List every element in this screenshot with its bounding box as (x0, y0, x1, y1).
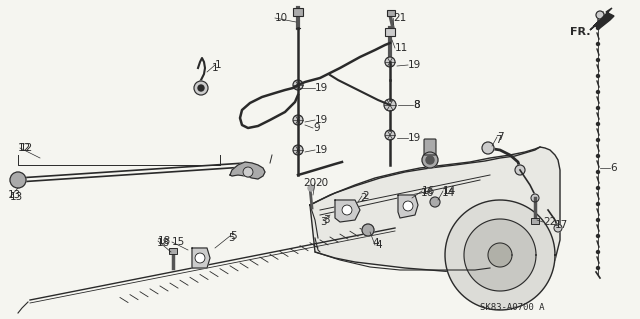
Text: 8: 8 (413, 100, 420, 110)
Text: 4: 4 (372, 238, 379, 248)
Circle shape (531, 194, 539, 202)
Text: 7: 7 (495, 135, 502, 145)
Text: 1: 1 (215, 60, 221, 70)
Circle shape (195, 253, 205, 263)
Text: FR.: FR. (570, 27, 591, 37)
Circle shape (293, 80, 303, 90)
Circle shape (422, 152, 438, 168)
Text: 9: 9 (313, 123, 319, 133)
Text: 3: 3 (320, 217, 326, 227)
FancyBboxPatch shape (424, 139, 436, 155)
Polygon shape (445, 200, 555, 310)
Circle shape (243, 167, 253, 177)
Circle shape (596, 122, 600, 125)
Text: 19: 19 (408, 133, 421, 143)
Text: SK83-A0700 A: SK83-A0700 A (480, 303, 545, 313)
Text: 20: 20 (303, 178, 317, 188)
Circle shape (430, 197, 440, 207)
FancyBboxPatch shape (387, 10, 395, 16)
Polygon shape (310, 147, 560, 280)
Text: 12: 12 (20, 143, 33, 153)
Text: 4: 4 (375, 240, 381, 250)
Text: 21: 21 (393, 13, 406, 23)
Text: 2: 2 (362, 191, 369, 201)
Polygon shape (464, 219, 536, 291)
Polygon shape (590, 8, 614, 30)
Circle shape (482, 142, 494, 154)
Circle shape (596, 11, 604, 19)
Circle shape (384, 99, 396, 111)
Text: 1: 1 (212, 63, 219, 73)
Polygon shape (230, 162, 265, 179)
Text: 13: 13 (8, 190, 21, 200)
Text: 11: 11 (395, 43, 408, 53)
Circle shape (596, 170, 600, 174)
Text: 18: 18 (157, 238, 170, 248)
FancyBboxPatch shape (293, 8, 303, 16)
Text: 19: 19 (315, 83, 328, 93)
Circle shape (596, 187, 600, 189)
Circle shape (596, 154, 600, 158)
FancyBboxPatch shape (169, 248, 177, 254)
Text: 16: 16 (421, 188, 435, 198)
Circle shape (194, 81, 208, 95)
Text: 16: 16 (422, 186, 435, 196)
Text: 15: 15 (172, 237, 185, 247)
FancyBboxPatch shape (385, 28, 395, 36)
Circle shape (554, 224, 562, 232)
Circle shape (308, 185, 314, 191)
Text: 12: 12 (18, 143, 31, 153)
Circle shape (596, 26, 600, 29)
Circle shape (403, 201, 413, 211)
Circle shape (596, 75, 600, 78)
Circle shape (515, 165, 525, 175)
Text: 17: 17 (555, 220, 568, 230)
Text: 14: 14 (442, 188, 455, 198)
Circle shape (293, 145, 303, 155)
Circle shape (10, 172, 26, 188)
Polygon shape (192, 248, 210, 268)
Text: 2: 2 (360, 193, 367, 203)
Text: 14: 14 (443, 186, 456, 196)
Text: 13: 13 (10, 192, 23, 202)
Circle shape (596, 42, 600, 46)
Circle shape (385, 57, 395, 67)
Text: 10: 10 (275, 13, 288, 23)
Circle shape (596, 203, 600, 205)
Circle shape (596, 219, 600, 221)
Text: 3: 3 (323, 215, 330, 225)
Text: 5: 5 (228, 233, 235, 243)
Text: 19: 19 (408, 60, 421, 70)
Polygon shape (398, 195, 418, 218)
Circle shape (596, 234, 600, 238)
Circle shape (596, 58, 600, 62)
Circle shape (293, 115, 303, 125)
Text: 19: 19 (315, 115, 328, 125)
Circle shape (596, 107, 600, 109)
Circle shape (385, 130, 395, 140)
Text: 5: 5 (230, 231, 237, 241)
Circle shape (596, 266, 600, 270)
Circle shape (426, 156, 434, 164)
Text: 6: 6 (610, 163, 616, 173)
Text: 8: 8 (413, 100, 420, 110)
Text: 22: 22 (543, 217, 556, 227)
Circle shape (362, 224, 374, 236)
Text: 19: 19 (315, 145, 328, 155)
Circle shape (198, 85, 204, 91)
Circle shape (596, 250, 600, 254)
Circle shape (596, 91, 600, 93)
Text: 20: 20 (315, 178, 328, 188)
Polygon shape (488, 243, 512, 267)
Polygon shape (335, 200, 360, 222)
Circle shape (342, 205, 352, 215)
Text: 7: 7 (497, 132, 504, 142)
Circle shape (596, 138, 600, 142)
FancyBboxPatch shape (531, 218, 539, 224)
Text: 18: 18 (158, 236, 172, 246)
